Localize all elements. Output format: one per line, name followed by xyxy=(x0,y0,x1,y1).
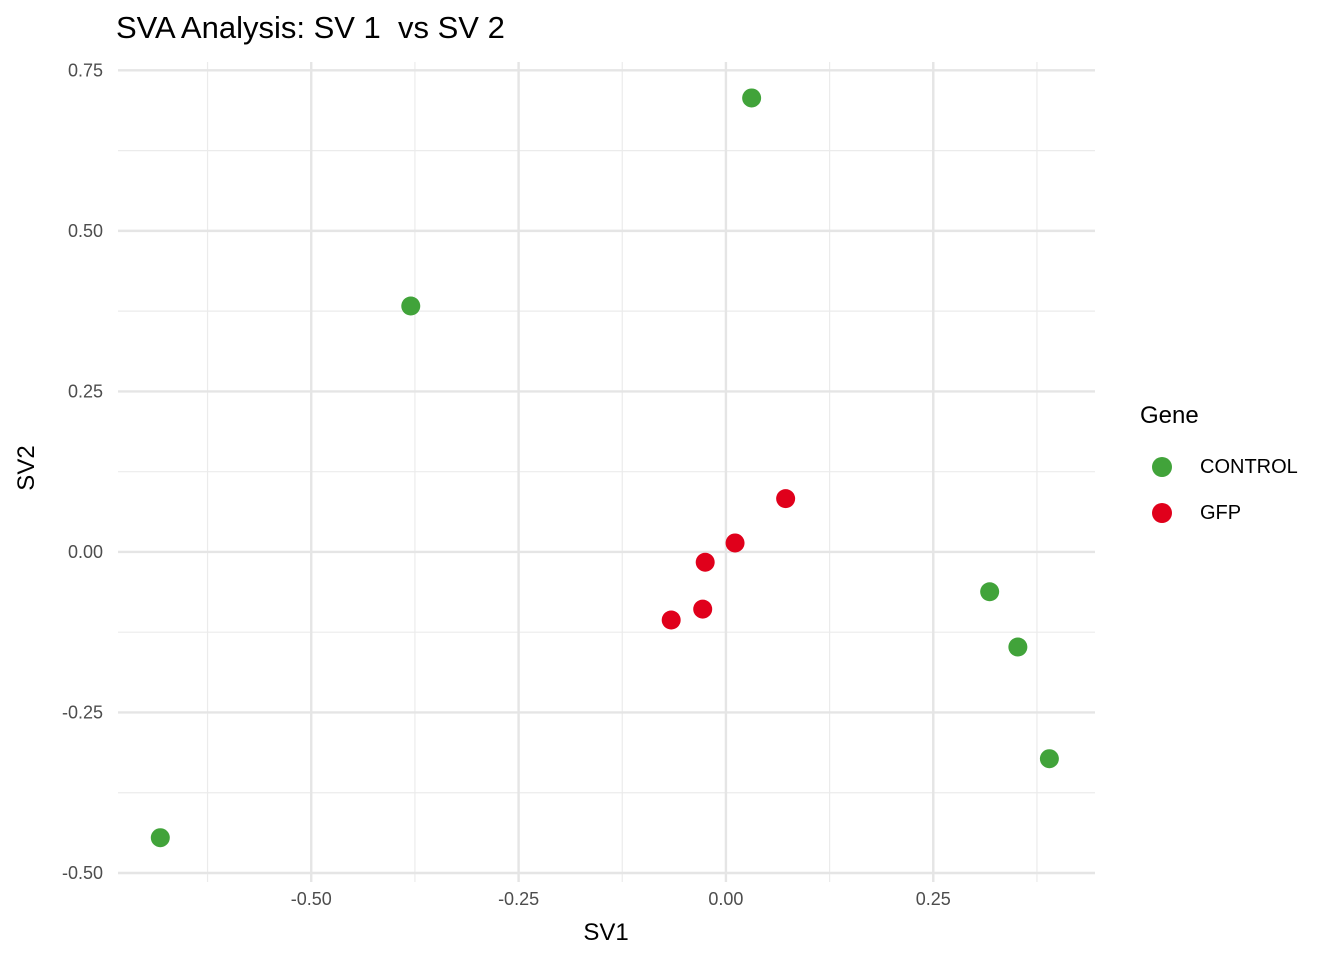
data-point-control xyxy=(1008,637,1028,657)
legend-swatch xyxy=(1152,503,1172,523)
data-point-control xyxy=(150,828,170,848)
data-point-control xyxy=(742,88,762,108)
data-point-gfp xyxy=(725,533,745,553)
y-tick-label: -0.50 xyxy=(62,863,103,883)
x-axis-label: SV1 xyxy=(583,919,628,946)
legend-item-gfp: GFP xyxy=(1140,490,1298,536)
x-tick-label: 0.25 xyxy=(916,889,951,909)
chart-title: SVA Analysis: SV 1 vs SV 2 xyxy=(116,10,505,45)
data-point-control xyxy=(980,582,1000,602)
data-points xyxy=(150,88,1059,848)
y-tick-label: 0.50 xyxy=(68,221,103,241)
tick-labels: -0.50 -0.25 0.00 0.25 -0.50 -0.25 0.00 0.25 0.50… xyxy=(62,60,951,909)
y-tick-label: -0.25 xyxy=(62,702,103,722)
legend-label: GFP xyxy=(1200,501,1242,524)
data-point-gfp xyxy=(693,599,713,619)
data-point-gfp xyxy=(661,610,681,630)
x-tick-label: 0.00 xyxy=(708,889,743,909)
x-tick-label: -0.25 xyxy=(498,889,539,909)
legend: Gene CONTROL GFP xyxy=(1140,402,1298,536)
legend-title: Gene xyxy=(1140,402,1199,429)
data-point-gfp xyxy=(776,489,796,509)
data-point-control xyxy=(401,296,421,316)
y-tick-label: 0.75 xyxy=(68,60,103,80)
y-axis-label: SV2 xyxy=(13,445,40,490)
y-tick-label: 0.00 xyxy=(68,542,103,562)
y-tick-label: 0.25 xyxy=(68,381,103,401)
data-point-control xyxy=(1039,749,1059,769)
legend-item-control: CONTROL xyxy=(1140,444,1298,490)
x-tick-label: -0.50 xyxy=(291,889,332,909)
legend-swatch xyxy=(1152,457,1172,477)
legend-label: CONTROL xyxy=(1200,455,1298,478)
data-point-gfp xyxy=(695,552,715,572)
grid xyxy=(118,62,1095,882)
